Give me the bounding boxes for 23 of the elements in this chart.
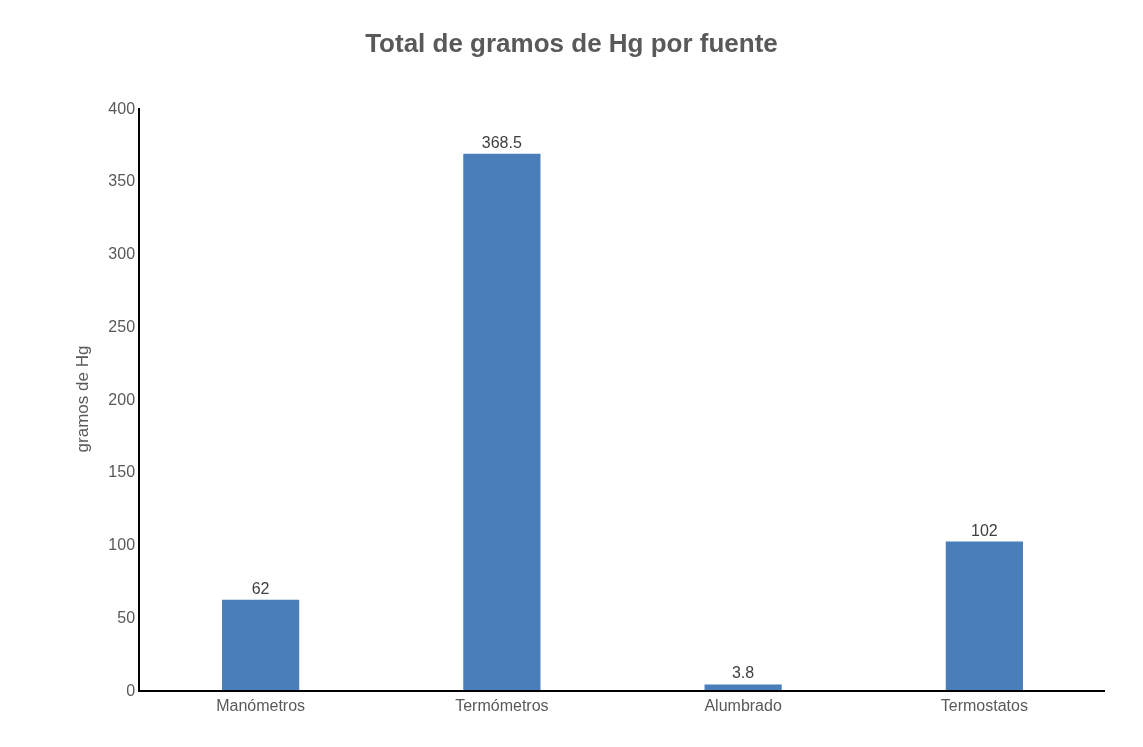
x-tick-label: Alumbrado (704, 696, 782, 714)
bar (463, 153, 541, 690)
y-tick-label: 100 (108, 536, 136, 554)
y-tick-label: 300 (108, 245, 136, 263)
y-axis-title: gramos de Hg (73, 345, 93, 453)
bar (704, 684, 782, 690)
y-tick-label: 400 (108, 99, 136, 117)
bar (222, 599, 300, 690)
y-tick-label: 350 (108, 172, 136, 190)
data-label: 62 (251, 579, 270, 597)
chart-title: Total de gramos de Hg por fuente (365, 27, 778, 58)
bar (945, 541, 1023, 690)
y-tick-label: 0 (126, 681, 136, 699)
y-tick-label: 200 (108, 390, 136, 408)
y-tick-label: 250 (108, 317, 136, 335)
x-tick-label: Termómetros (455, 696, 549, 714)
data-label: 102 (970, 521, 998, 539)
data-label: 3.8 (731, 664, 755, 682)
x-tick-label: Termostatos (940, 696, 1028, 714)
y-tick-label: 50 (117, 608, 136, 626)
data-label: 368.5 (481, 133, 522, 151)
x-tick-label: Manómetros (216, 696, 306, 714)
y-tick-label: 150 (108, 463, 136, 481)
